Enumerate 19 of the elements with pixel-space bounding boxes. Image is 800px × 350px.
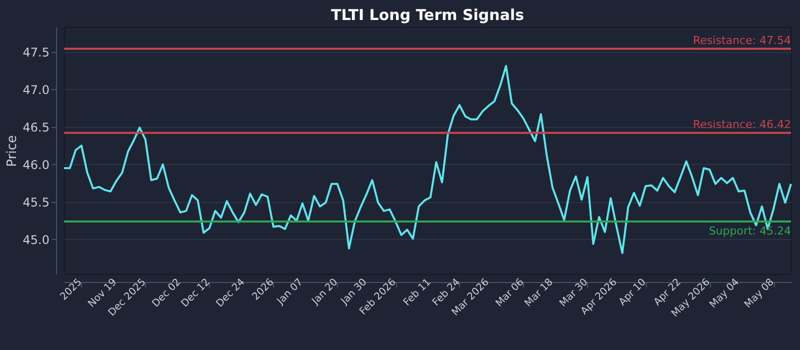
x-tick-label: Dec 12 (180, 276, 212, 310)
line-series (63, 65, 792, 254)
ref-line-label: Support: 45.24 (708, 224, 791, 238)
y-tick-label: 47.5 (22, 45, 50, 60)
x-tick-label: Mar 18 (523, 276, 556, 310)
x-tick-label: Feb 11 (402, 276, 434, 308)
chart-title: TLTI Long Term Signals (330, 6, 524, 24)
y-tick-label: 45.0 (22, 232, 50, 247)
y-tick-label: 47.0 (22, 82, 50, 97)
y-tick-label: 46.0 (22, 158, 50, 172)
x-tick-label: Apr 10 (617, 276, 648, 308)
y-tick-label: 45.5 (22, 195, 50, 210)
y-axis-title: Price (4, 135, 20, 167)
x-tick-label: Jan 07 (274, 276, 306, 308)
ref-line-label: Resistance: 47.54 (693, 34, 791, 47)
y-tick-label: 46.5 (22, 120, 50, 134)
x-tick-label: Jan 20 (310, 276, 340, 308)
x-tick-label: Dec 24 (214, 276, 248, 310)
ref-line-label: Resistance: 46.42 (693, 118, 791, 131)
